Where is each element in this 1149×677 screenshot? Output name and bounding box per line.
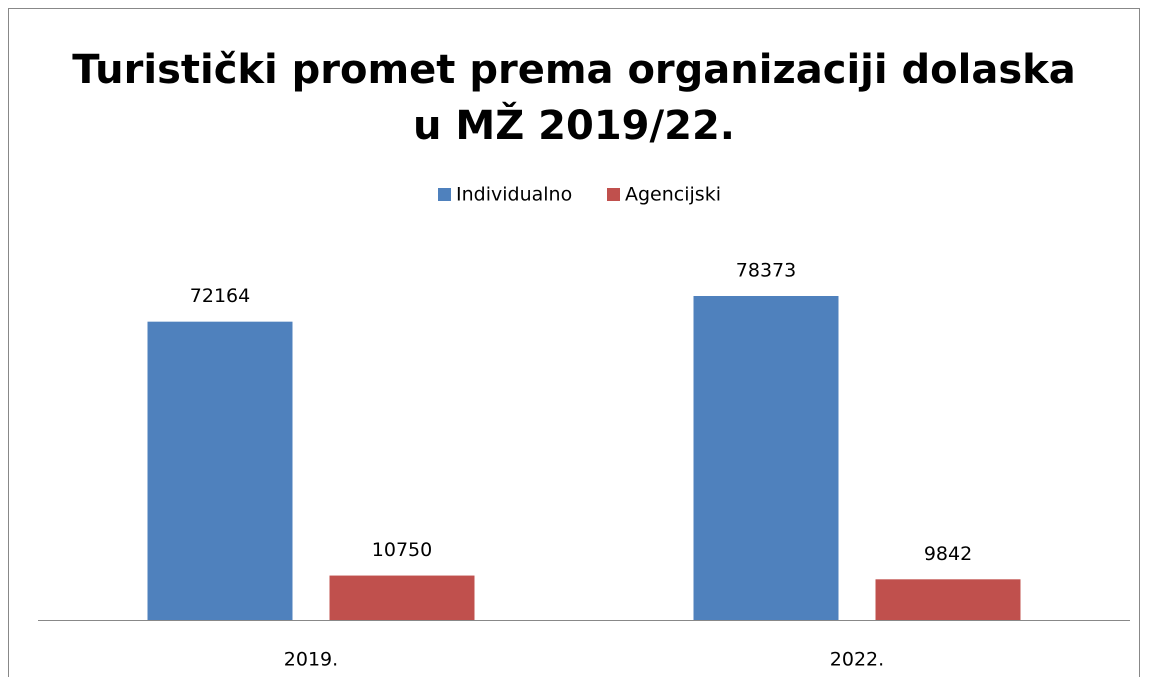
data-label: 9842 (924, 543, 972, 565)
chart-title: u MŽ 2019/22. (413, 101, 735, 149)
x-tick-label: 2019. (284, 649, 338, 671)
data-label: 72164 (190, 285, 250, 307)
bar (875, 579, 1021, 620)
bar (329, 575, 475, 620)
legend-label: Individualno (456, 184, 572, 206)
data-label: 10750 (372, 539, 432, 561)
legend-swatch (438, 188, 451, 201)
legend-swatch (607, 188, 620, 201)
chart-title: Turistički promet prema organizaciji dol… (72, 47, 1075, 93)
data-label: 78373 (736, 260, 796, 282)
bar (693, 296, 839, 620)
bar (147, 321, 293, 620)
x-tick-label: 2022. (830, 649, 884, 671)
legend-label: Agencijski (625, 184, 721, 206)
